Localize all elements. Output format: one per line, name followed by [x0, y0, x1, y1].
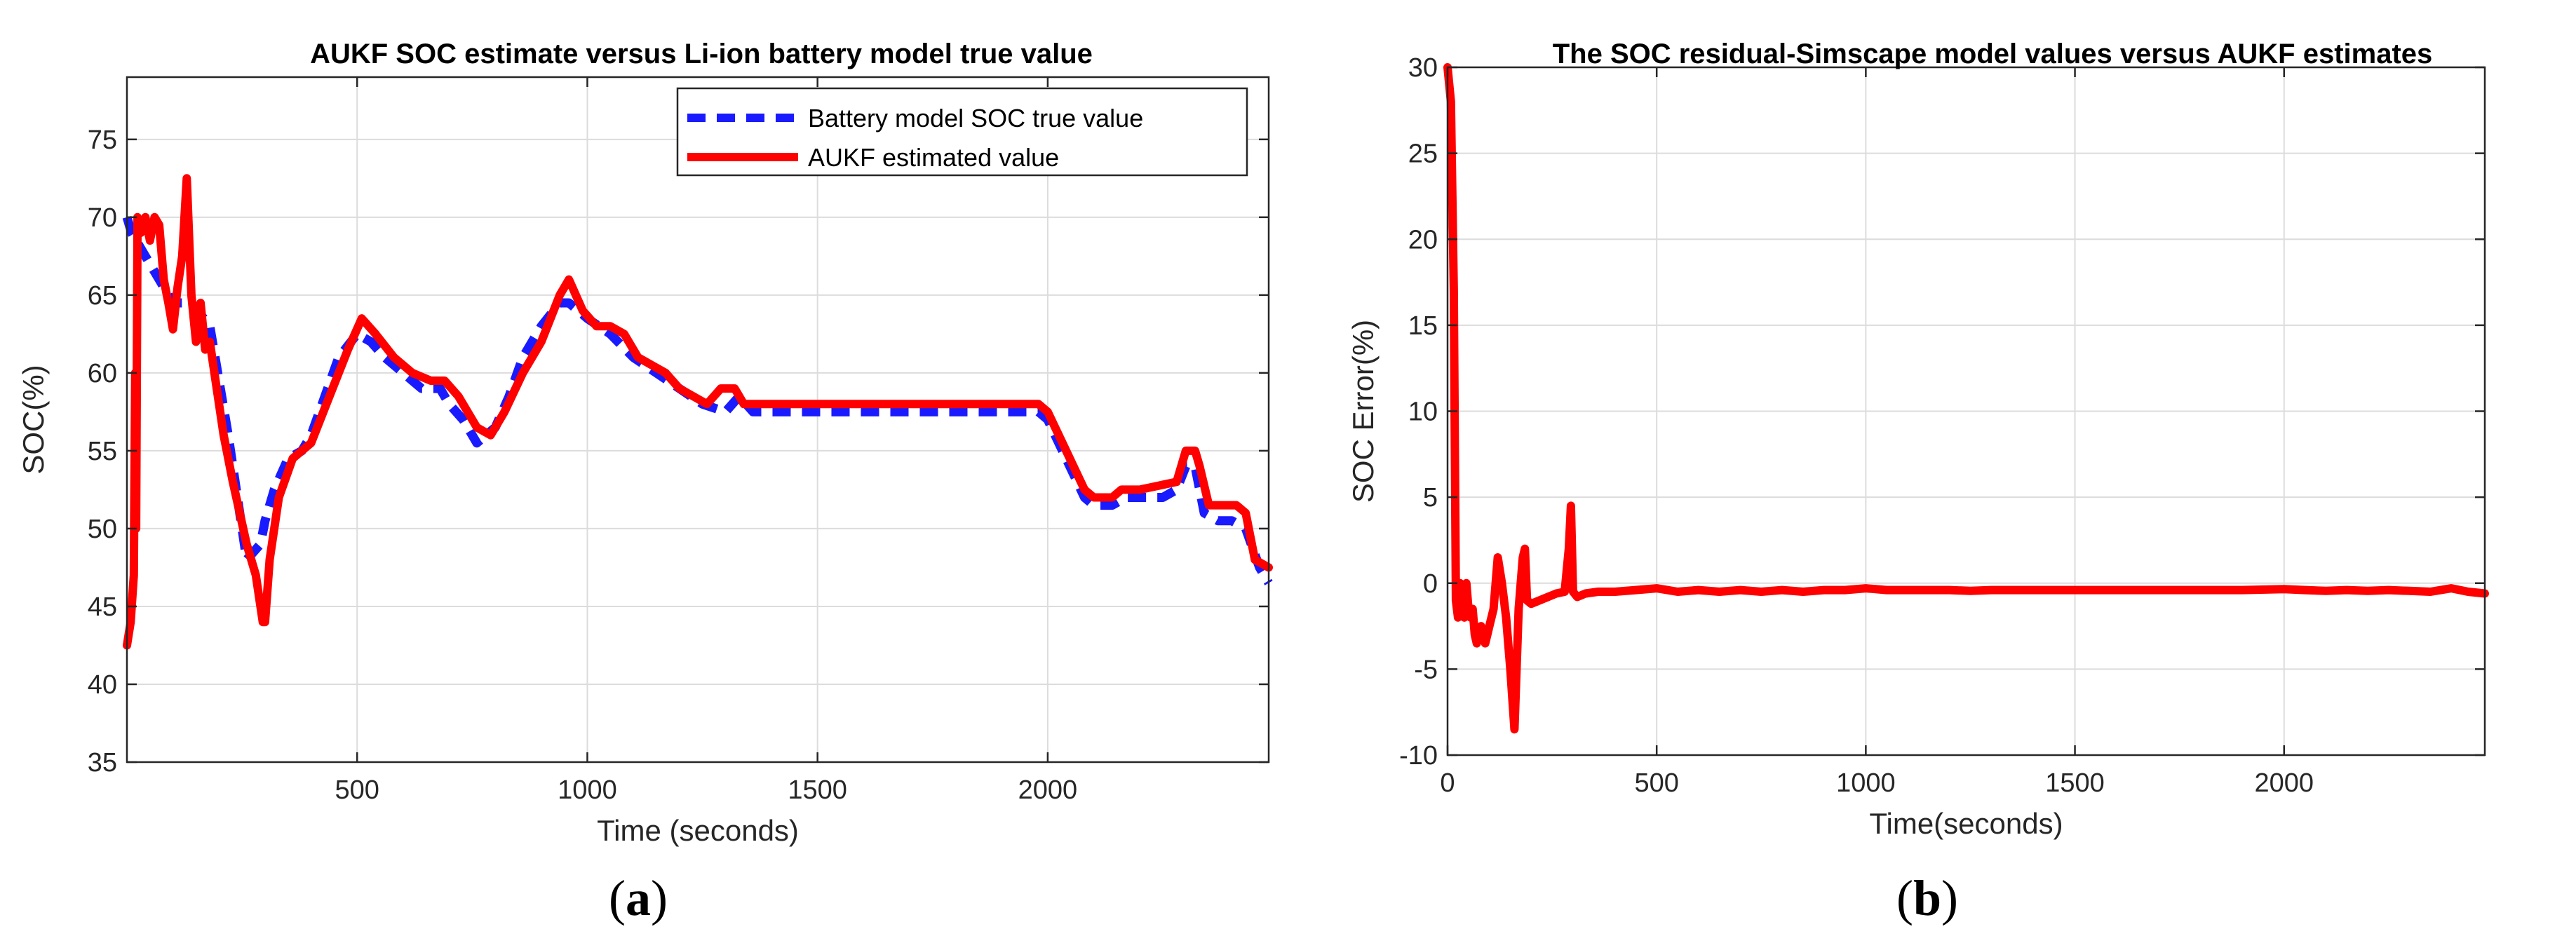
- chart-b-x-tick-label: 0: [1440, 768, 1455, 798]
- caption-a: (a): [609, 870, 668, 926]
- chart-b-x-tick-label: 1000: [1836, 768, 1896, 798]
- panel-a: 500 1000 1500 2000 35 40 45 50 55 60 65 70 75 AUKF SO…: [17, 39, 1273, 926]
- chart-a-y-axis-label: SOC(%): [17, 365, 50, 474]
- chart-b-title: The SOC residual-Simscape model values v…: [1553, 39, 2433, 69]
- chart-a-plot-area: [127, 77, 1269, 762]
- chart-a-axes-box: [126, 76, 1270, 764]
- chart-a-x-tick-label: 1500: [788, 775, 847, 805]
- chart-b-svg: 0 500 1000 1500 2000 -10 -5 0 5 10 15 20 25 30 The SOC…: [1347, 39, 2489, 840]
- chart-a-y-tick-label: 45: [88, 592, 117, 622]
- chart-b-x-tick-label: 500: [1634, 768, 1678, 798]
- chart-b-y-tick-label: -10: [1399, 741, 1438, 771]
- chart-a-legend-label-2: AUKF estimated value: [808, 143, 1059, 172]
- chart-a-y-tick-label: 60: [88, 359, 117, 388]
- chart-b-series-line-1: [1443, 63, 2489, 734]
- caption-b-letter: b: [1913, 870, 1942, 926]
- chart-b-y-axis-label: SOC Error(%): [1347, 320, 1380, 503]
- chart-b-y-tick-label: 25: [1408, 140, 1438, 169]
- chart-a-y-tick-label: 40: [88, 670, 117, 700]
- chart-b-x-tick-label: 1500: [2045, 768, 2105, 798]
- chart-b-x-axis-label: Time(seconds): [1869, 807, 2063, 840]
- chart-a-y-tick-label: 70: [88, 203, 117, 233]
- chart-a-y-tick-label: 75: [88, 125, 117, 155]
- chart-b-y-tick-label: 5: [1423, 483, 1438, 513]
- chart-a-legend: Battery model SOC true value AUKF estimat…: [676, 87, 1248, 177]
- chart-a-x-tick-label: 500: [335, 775, 379, 805]
- chart-a-y-tick-label: 55: [88, 437, 117, 466]
- chart-a-series-line-2: [123, 174, 1273, 650]
- caption-b: (b): [1896, 870, 1959, 926]
- chart-a-legend-label-1: Battery model SOC true value: [808, 104, 1143, 133]
- chart-a-y-tick-label: 65: [88, 281, 117, 311]
- chart-b-y-tick-label: -5: [1414, 655, 1438, 684]
- chart-b-y-tick-label: 20: [1408, 225, 1438, 255]
- chart-a-x-tick-label: 1000: [558, 775, 617, 805]
- chart-a-x-axis-label: Time (seconds): [597, 814, 799, 847]
- chart-a-x-tick-label: 2000: [1018, 775, 1078, 805]
- chart-b-y-tick-label: 0: [1423, 569, 1438, 599]
- chart-a-title: AUKF SOC estimate versus Li-ion battery …: [310, 39, 1093, 69]
- chart-b-y-tick-label: 10: [1408, 398, 1438, 427]
- chart-a-y-tick-label: 50: [88, 515, 117, 544]
- chart-a-y-tick-label: 35: [88, 748, 117, 778]
- chart-a-svg: 500 1000 1500 2000 35 40 45 50 55 60 65 70 75 AUKF SO…: [17, 39, 1273, 847]
- chart-b-y-tick-label: 30: [1408, 53, 1438, 83]
- chart-b-y-tick-label: 15: [1408, 311, 1438, 341]
- chart-b-x-tick-label: 2000: [2254, 768, 2314, 798]
- caption-a-letter: a: [625, 870, 651, 926]
- panel-b: 0 500 1000 1500 2000 -10 -5 0 5 10 15 20 25 30 The SOC…: [1288, 0, 2576, 943]
